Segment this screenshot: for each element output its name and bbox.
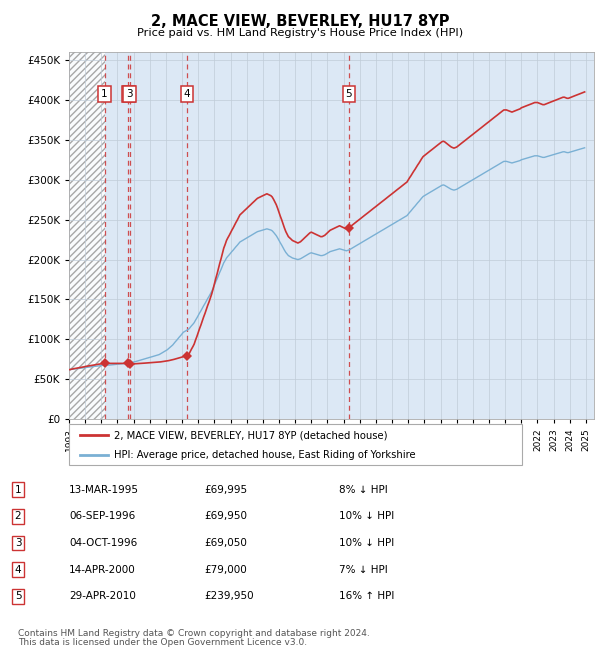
Text: This data is licensed under the Open Government Licence v3.0.: This data is licensed under the Open Gov…: [18, 638, 307, 647]
Text: £69,950: £69,950: [204, 512, 247, 521]
Text: 1: 1: [14, 485, 22, 495]
Text: HPI: Average price, detached house, East Riding of Yorkshire: HPI: Average price, detached house, East…: [115, 450, 416, 460]
Text: 1: 1: [101, 89, 108, 99]
Bar: [69, 52, 104, 419]
Text: 10% ↓ HPI: 10% ↓ HPI: [339, 512, 394, 521]
Text: £239,950: £239,950: [204, 592, 254, 601]
Text: 4: 4: [14, 565, 22, 575]
Text: 06-SEP-1996: 06-SEP-1996: [69, 512, 135, 521]
Text: 3: 3: [14, 538, 22, 548]
Text: 2: 2: [125, 89, 131, 99]
Text: £69,995: £69,995: [204, 485, 247, 495]
Text: 2: 2: [14, 512, 22, 521]
Text: 3: 3: [126, 89, 133, 99]
Text: 16% ↑ HPI: 16% ↑ HPI: [339, 592, 394, 601]
Text: £69,050: £69,050: [204, 538, 247, 548]
Text: 4: 4: [184, 89, 190, 99]
Text: 13-MAR-1995: 13-MAR-1995: [69, 485, 139, 495]
Text: 5: 5: [346, 89, 352, 99]
Text: £79,000: £79,000: [204, 565, 247, 575]
Text: 7% ↓ HPI: 7% ↓ HPI: [339, 565, 388, 575]
Text: 29-APR-2010: 29-APR-2010: [69, 592, 136, 601]
Text: Price paid vs. HM Land Registry's House Price Index (HPI): Price paid vs. HM Land Registry's House …: [137, 28, 463, 38]
Text: 14-APR-2000: 14-APR-2000: [69, 565, 136, 575]
Text: 10% ↓ HPI: 10% ↓ HPI: [339, 538, 394, 548]
Text: 2, MACE VIEW, BEVERLEY, HU17 8YP (detached house): 2, MACE VIEW, BEVERLEY, HU17 8YP (detach…: [115, 430, 388, 440]
Text: Contains HM Land Registry data © Crown copyright and database right 2024.: Contains HM Land Registry data © Crown c…: [18, 629, 370, 638]
Text: 04-OCT-1996: 04-OCT-1996: [69, 538, 137, 548]
Text: 2, MACE VIEW, BEVERLEY, HU17 8YP: 2, MACE VIEW, BEVERLEY, HU17 8YP: [151, 14, 449, 29]
Text: 5: 5: [14, 592, 22, 601]
Text: 8% ↓ HPI: 8% ↓ HPI: [339, 485, 388, 495]
